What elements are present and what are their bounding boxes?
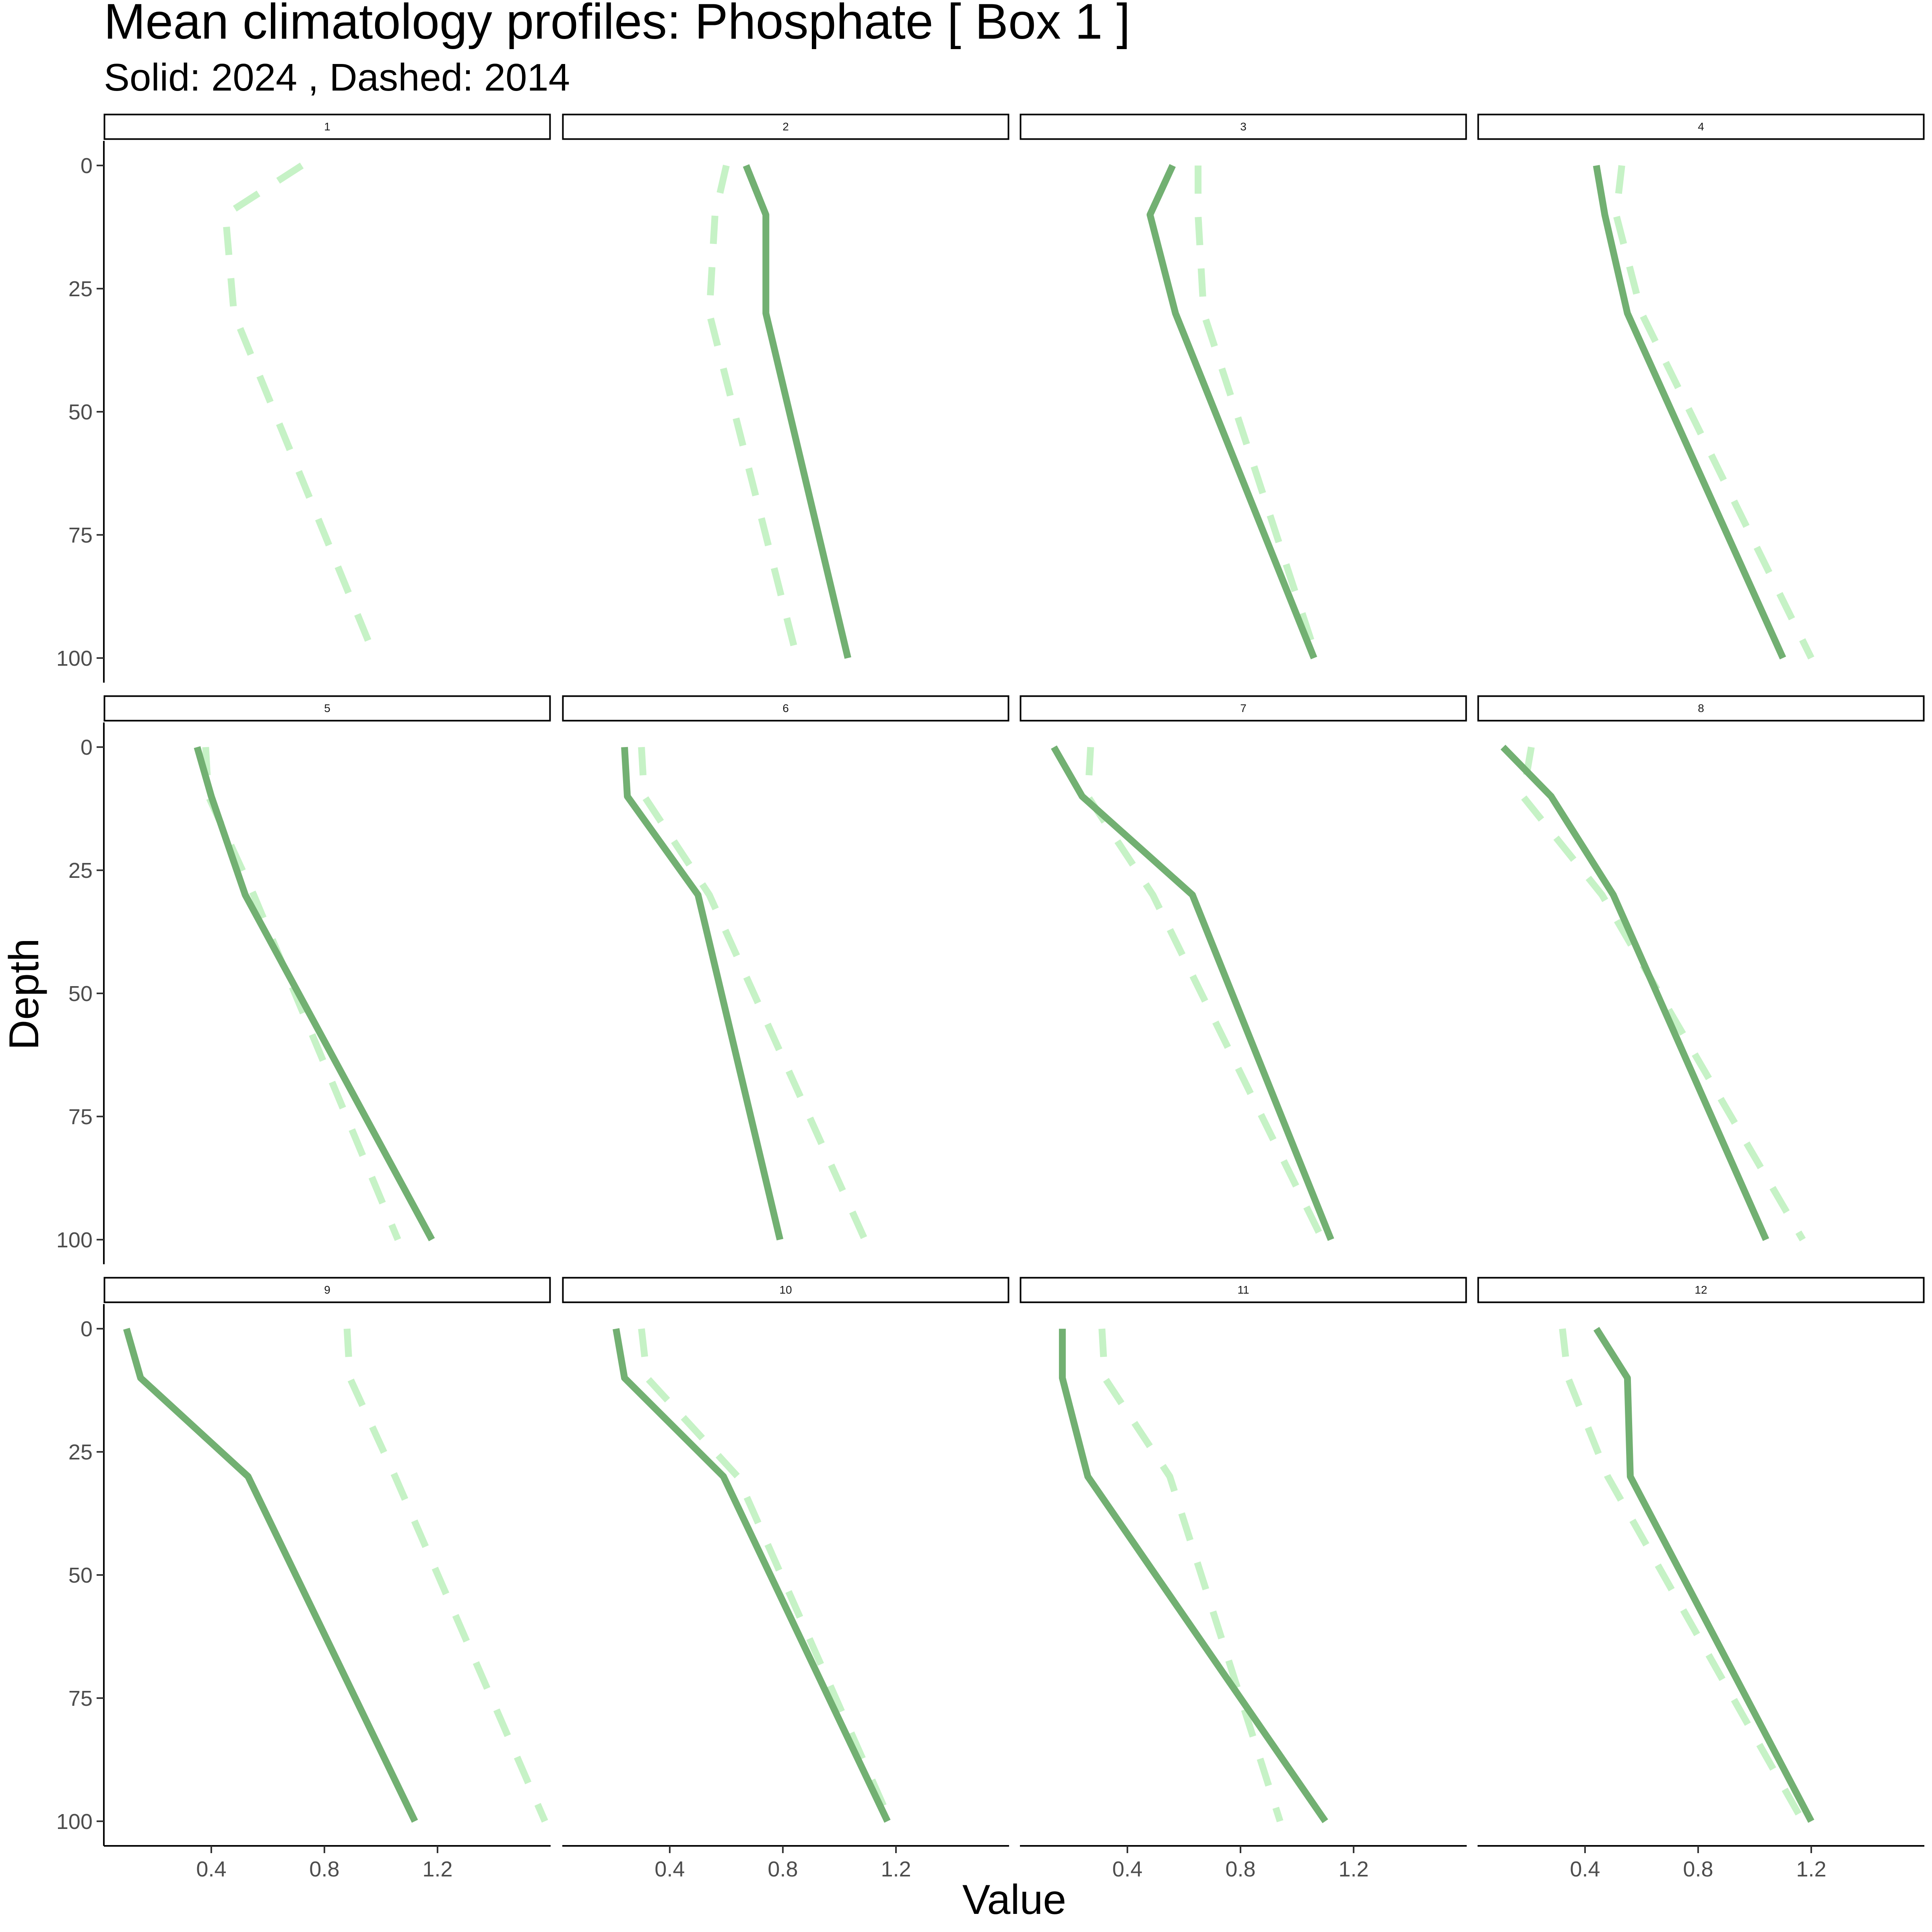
facet-strip-label: 11	[1237, 1284, 1249, 1296]
series-2024-solid-line	[621, 747, 784, 1241]
series-2024-solid-line	[1059, 1329, 1328, 1823]
series-2024-solid-line	[1593, 1327, 1814, 1823]
series-2014-dashed-line	[1084, 747, 1326, 1241]
facet-strip	[562, 695, 1009, 722]
facet-strip-label: 9	[324, 1284, 330, 1296]
chart-title: Mean climatology profiles: Phosphate [ B…	[104, 0, 1130, 50]
y-tick-label: 50	[68, 1563, 93, 1587]
facet-strip-label: 5	[324, 702, 330, 714]
facet-strip	[1477, 695, 1925, 722]
series-2024-solid-line	[194, 746, 435, 1241]
y-axis-title: Depth	[1, 938, 47, 1050]
facet-panel-1: 1 0 25 50 75 100	[56, 114, 551, 683]
x-tick-label: 0.4	[1112, 1857, 1142, 1881]
series-2024-solid-line	[123, 1327, 418, 1823]
series-2014-dashed-line	[706, 165, 801, 659]
x-tick-label: 1.2	[422, 1857, 452, 1881]
facet-strip-label: 2	[782, 120, 789, 133]
y-tick-label: 25	[68, 859, 93, 883]
facet-strip	[103, 695, 551, 722]
y-tick-label: 100	[56, 646, 93, 671]
x-tick-label: 1.2	[881, 1857, 911, 1881]
x-tick-label: 0.4	[1570, 1857, 1600, 1881]
series-2014-dashed-line	[1559, 1328, 1806, 1823]
facet-panel-8: 8	[1477, 695, 1925, 1242]
series-2014-dashed-line	[1612, 165, 1814, 660]
facet-panel-10: 10 0.4 0.8 1.2	[562, 1277, 1009, 1881]
y-tick-label: 75	[68, 523, 93, 547]
y-tick-label: 75	[68, 1686, 93, 1711]
y-tick-label: 0	[80, 154, 93, 178]
series-2024-solid-line	[1501, 745, 1769, 1241]
y-tick-label: 25	[68, 277, 93, 301]
facet-strip-label: 12	[1695, 1284, 1707, 1296]
facet-strip	[1020, 114, 1467, 140]
facet-panel-2: 2	[562, 114, 1009, 659]
y-tick-label: 100	[56, 1810, 93, 1834]
x-tick-label: 0.4	[654, 1857, 685, 1881]
facet-panel-9: 9 0 25 50 75 100 0.4 0.8 1.2	[56, 1277, 551, 1881]
series-2024-solid-line	[743, 164, 851, 659]
facet-panel-4: 4	[1477, 114, 1925, 660]
series-2024-solid-line	[1593, 165, 1786, 660]
facet-strip-label: 3	[1240, 120, 1247, 133]
facet-strip	[1477, 1277, 1925, 1303]
x-tick-label: 0.8	[768, 1857, 798, 1881]
series-2014-dashed-line	[638, 1328, 894, 1823]
series-2014-dashed-line	[222, 163, 379, 660]
series-2014-dashed-line	[638, 747, 868, 1241]
facet-panel-3: 3	[1020, 114, 1467, 659]
facet-strip-label: 4	[1698, 120, 1704, 133]
series-2024-solid-line	[613, 1328, 891, 1823]
facet-strip-label: 6	[782, 702, 789, 714]
facet-strip-label: 8	[1698, 702, 1704, 714]
series-2014-dashed-line	[1195, 165, 1320, 659]
facet-strip	[562, 1277, 1009, 1303]
facet-strip	[1020, 1277, 1467, 1303]
facet-strip-label: 1	[324, 120, 330, 133]
x-tick-label: 1.2	[1796, 1857, 1826, 1881]
x-tick-label: 0.8	[1683, 1857, 1713, 1881]
facet-strip-label: 7	[1240, 702, 1247, 714]
facet-strip-label: 10	[779, 1284, 792, 1296]
facet-panel-11: 11 0.4 0.8 1.2	[1020, 1277, 1467, 1881]
y-tick-label: 25	[68, 1440, 93, 1464]
series-2024-solid-line	[1051, 745, 1334, 1241]
chart-subtitle: Solid: 2024 , Dashed: 2014	[104, 56, 570, 99]
x-tick-label: 0.8	[1225, 1857, 1255, 1881]
y-tick-label: 0	[80, 1317, 93, 1341]
facet-strip	[1477, 114, 1925, 140]
facet-panel-7: 7	[1020, 695, 1467, 1241]
y-tick-label: 0	[80, 735, 93, 760]
series-2014-dashed-line	[1098, 1328, 1284, 1823]
facet-panel-6: 6	[562, 695, 1009, 1241]
x-axis-title: Value	[962, 1876, 1066, 1923]
y-tick-label: 75	[68, 1105, 93, 1129]
x-tick-label: 0.8	[309, 1857, 339, 1881]
x-tick-label: 0.4	[196, 1857, 226, 1881]
y-tick-label: 50	[68, 982, 93, 1006]
facet-strip	[103, 114, 551, 140]
facet-strip	[1020, 695, 1467, 722]
y-tick-label: 50	[68, 400, 93, 424]
facet-panel-12: 12 0.4 0.8 1.2	[1477, 1277, 1925, 1881]
facet-strip	[103, 1277, 551, 1303]
y-tick-label: 100	[56, 1228, 93, 1252]
facet-strip	[562, 114, 1009, 140]
series-2014-dashed-line	[343, 1328, 548, 1823]
series-2024-solid-line	[1146, 164, 1317, 659]
x-tick-label: 1.2	[1338, 1857, 1368, 1881]
